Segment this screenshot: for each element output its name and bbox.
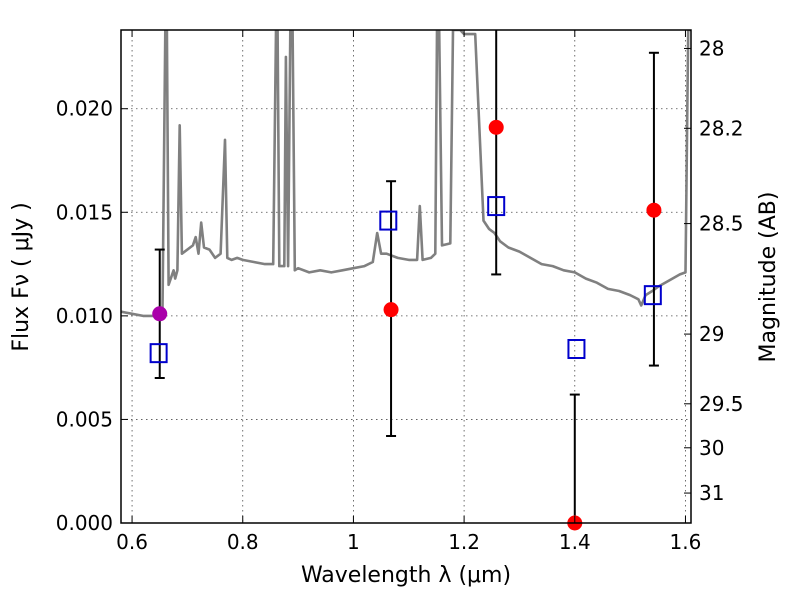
right-axis-ticks: 28 28.2 28.5 29 29.5 30 31 [684,36,744,505]
model-point [379,210,398,231]
observed-point [488,119,504,135]
grid [121,30,691,524]
y-axis-ticks: 0.000 0.005 0.010 0.015 0.020 [56,97,128,535]
observed-point [152,306,168,322]
x-tick-label: 0.8 [227,530,259,554]
x-tick-label: 1.2 [448,530,480,554]
observed-photometry-points [152,119,662,531]
y-tick-label: 0.015 [56,200,113,224]
right-tick-label: 30 [699,436,724,460]
y-axis-label: Flux Fν ( μJy ) [9,202,34,351]
model-point [487,196,506,217]
right-tick-label: 29.5 [699,392,744,416]
model-photometry-points [149,196,662,364]
model-point [643,285,662,306]
x-tick-label: 1.4 [559,530,591,554]
y-tick-label: 0.010 [56,304,113,328]
right-tick-label: 28 [699,36,724,60]
right-tick-label: 28.5 [699,212,744,236]
observed-point [646,202,662,218]
right-tick-label: 28.2 [699,116,744,140]
right-y-axis-label: Magnitude (AB) [756,192,781,363]
x-axis-label: Wavelength λ (μm) [301,563,511,588]
right-tick-label: 31 [699,481,724,505]
x-tick-label: 1.6 [670,530,702,554]
x-axis-ticks: 0.6 0.8 1 1.2 1.4 1.6 [116,30,701,554]
model-point [149,343,168,364]
y-tick-label: 0.005 [56,407,113,431]
model-point [567,339,586,359]
plot-frame [120,29,692,524]
observed-point [383,302,399,318]
y-tick-label: 0.000 [56,511,113,535]
model-spectrum-line [121,30,691,318]
x-tick-label: 1 [347,530,360,554]
right-tick-label: 29 [699,322,724,346]
x-tick-label: 0.6 [116,530,148,554]
y-tick-label: 0.020 [56,97,113,121]
